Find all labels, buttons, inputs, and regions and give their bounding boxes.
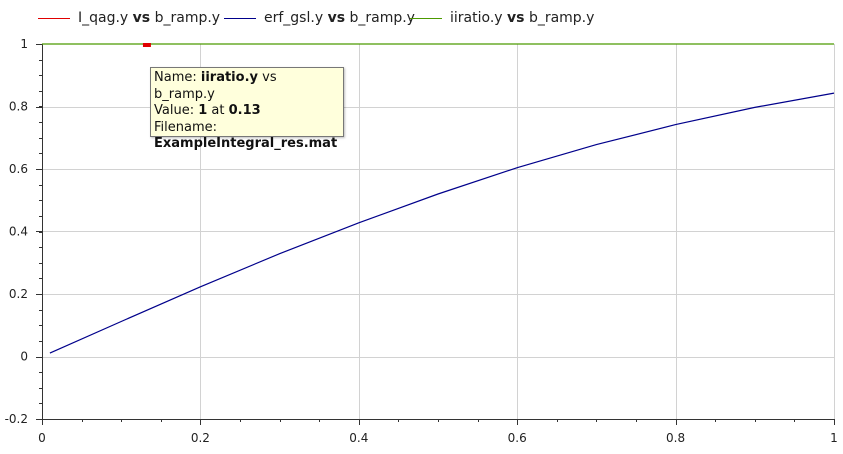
legend-item-i-qag[interactable]: I_qag.y vs b_ramp.y bbox=[38, 9, 220, 27]
legend: I_qag.y vs b_ramp.y erf_gsl.y vs b_ramp.… bbox=[0, 0, 843, 34]
legend-x-iiratio: b_ramp.y bbox=[528, 10, 595, 26]
series-erf-gsl-line bbox=[49, 92, 835, 354]
legend-item-iiratio[interactable]: iiratio.y vs b_ramp.y bbox=[410, 9, 594, 27]
tooltip-value-label: Value: bbox=[154, 103, 195, 118]
y-tick-label: 0.2 bbox=[9, 287, 28, 301]
x-tick-label: 0.8 bbox=[666, 431, 685, 445]
data-tooltip: Name: iiratio.y vs b_ramp.y Value: 1 at … bbox=[150, 67, 344, 151]
tooltip-name-vs: vs bbox=[262, 70, 277, 85]
x-tick-label: 1 bbox=[830, 431, 838, 445]
y-tick-label: 0 bbox=[20, 350, 28, 364]
legend-swatch-erf-gsl bbox=[224, 17, 256, 19]
legend-label-erf-gsl: erf_gsl.y bbox=[264, 10, 324, 26]
legend-vs-iiratio: vs bbox=[507, 10, 525, 26]
y-tick-label: 0.6 bbox=[9, 162, 28, 176]
y-tick-label: 0.4 bbox=[9, 225, 28, 239]
tooltip-name-label: Name: bbox=[154, 70, 197, 85]
x-tick-label: 0.2 bbox=[191, 431, 210, 445]
tooltip-value-row: Value: 1 at 0.13 bbox=[154, 103, 340, 120]
x-tick-label: 0 bbox=[38, 431, 46, 445]
tooltip-filename-label: Filename: bbox=[154, 119, 218, 135]
tooltip-at-value: 0.13 bbox=[228, 103, 261, 118]
legend-swatch-iiratio bbox=[410, 17, 442, 19]
tooltip-name-x: b_ramp.y bbox=[154, 86, 215, 102]
legend-swatch-i-qag bbox=[38, 17, 70, 19]
tooltip-name-main: iiratio.y bbox=[200, 70, 258, 85]
x-tick-label: 0.4 bbox=[349, 431, 368, 445]
x-tick-label: 0.6 bbox=[508, 431, 527, 445]
y-tick-label: 0.8 bbox=[9, 100, 28, 114]
tooltip-at: at bbox=[211, 103, 225, 118]
series-i-qag-mark bbox=[142, 43, 151, 47]
y-tick-label: -0.2 bbox=[5, 412, 28, 426]
legend-x-erf-gsl: b_ramp.y bbox=[349, 10, 415, 26]
tooltip-filename: ExampleIntegral_res.mat bbox=[154, 136, 338, 151]
y-tick-label: 1 bbox=[20, 37, 28, 51]
legend-x-i-qag: b_ramp.y bbox=[154, 10, 221, 26]
legend-vs-i-qag: vs bbox=[132, 10, 151, 26]
legend-label-i-qag: I_qag.y bbox=[78, 10, 129, 26]
tooltip-name-row: Name: iiratio.y vs b_ramp.y bbox=[154, 70, 340, 103]
legend-vs-erf-gsl: vs bbox=[327, 10, 346, 26]
legend-item-erf-gsl[interactable]: erf_gsl.y vs b_ramp.y bbox=[224, 9, 415, 27]
tooltip-value: 1 bbox=[198, 103, 208, 118]
legend-label-iiratio: iiratio.y bbox=[450, 10, 503, 26]
